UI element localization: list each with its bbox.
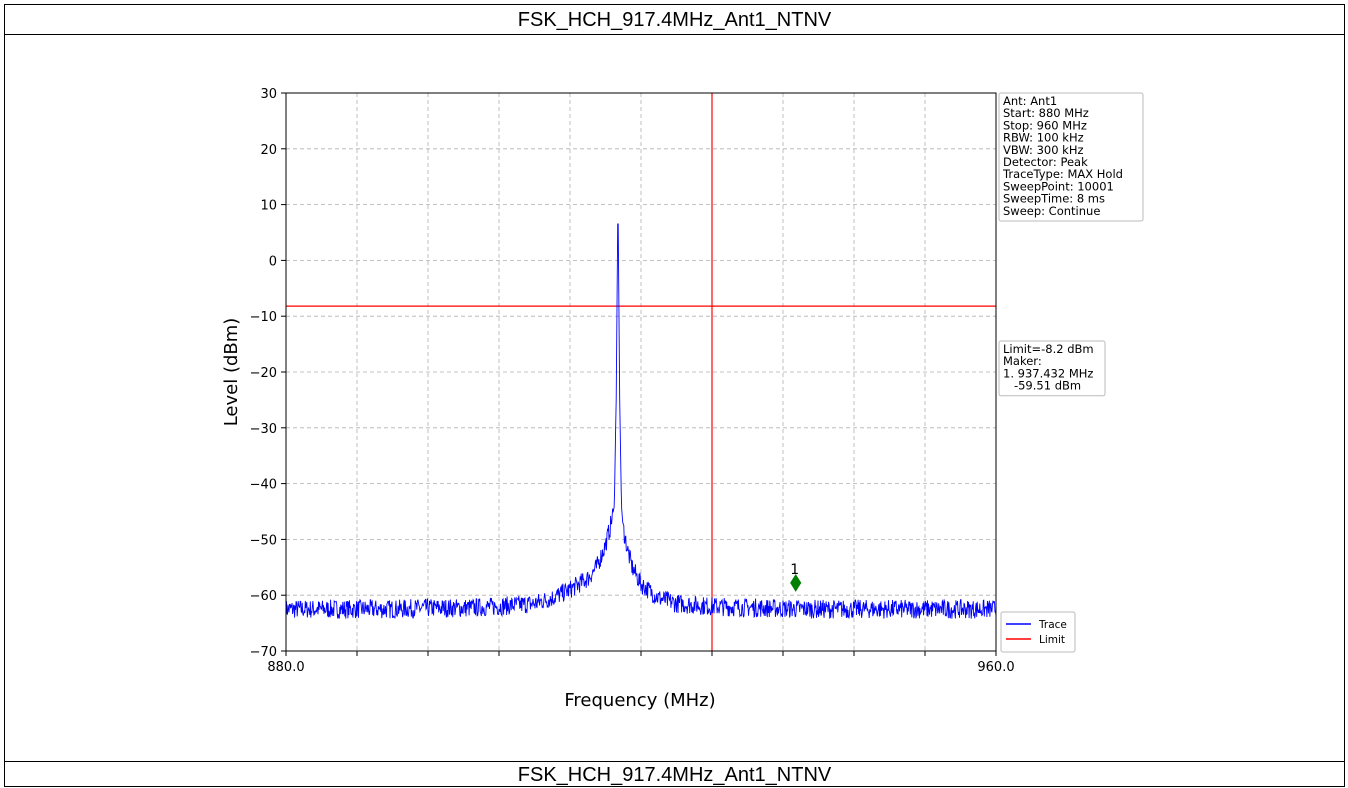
trace-line xyxy=(285,223,997,620)
info-box-line: TraceType: MAX Hold xyxy=(1002,167,1123,181)
y-tick-label: −40 xyxy=(250,478,277,493)
limit-box-line: -59.51 dBm xyxy=(1003,379,1081,393)
y-tick-label: −20 xyxy=(250,366,277,381)
x-tick-label: 960.0 xyxy=(977,660,1014,675)
y-tick-label: 20 xyxy=(260,143,277,158)
y-tick-label: −50 xyxy=(250,533,277,548)
y-tick-label: 10 xyxy=(260,199,277,214)
y-tick-label: −70 xyxy=(250,645,277,660)
limit-layer xyxy=(286,93,996,651)
legend-label-limit: Limit xyxy=(1039,634,1065,646)
x-axis-label: Frequency (MHz) xyxy=(564,690,715,711)
marker-1-label: 1 xyxy=(790,562,799,578)
marker-layer: 1 xyxy=(790,562,802,592)
info-box-line: RBW: 100 kHz xyxy=(1003,131,1084,145)
marker-1 xyxy=(790,573,802,592)
grid-layer xyxy=(286,93,996,651)
info-box-line: Detector: Peak xyxy=(1003,155,1088,169)
y-tick-label: −10 xyxy=(250,310,277,325)
limit-box-line: Maker: xyxy=(1003,354,1042,368)
info-box-line: VBW: 300 kHz xyxy=(1003,143,1084,157)
y-tick-label: −60 xyxy=(250,589,277,604)
info-box-line: SweepPoint: 10001 xyxy=(1003,179,1114,193)
limit-box-line: 1. 937.432 MHz xyxy=(1003,366,1093,380)
y-axis-label: Level (dBm) xyxy=(221,318,242,427)
limit-box xyxy=(998,340,1106,397)
x-tick-label: 880.0 xyxy=(267,660,304,675)
info-box xyxy=(998,92,1144,222)
info-box-line: Ant: Ant1 xyxy=(1003,94,1057,108)
trace-layer xyxy=(285,223,997,620)
info-box-line: Start: 880 MHz xyxy=(1003,106,1089,120)
report-frame: FSK_HCH_917.4MHz_Ant1_NTNV FSK_HCH_917.4… xyxy=(4,4,1345,787)
y-tick-label: −30 xyxy=(250,422,277,437)
legend-label-trace: Trace xyxy=(1038,619,1067,631)
info-box-line: SweepTime: 8 ms xyxy=(1003,192,1105,206)
info-box-line: Sweep: Continue xyxy=(1003,204,1100,218)
info-box-line: Stop: 960 MHz xyxy=(1003,118,1087,132)
y-tick-label: 30 xyxy=(260,87,277,102)
page-title: FSK_HCH_917.4MHz_Ant1_NTNV xyxy=(5,5,1344,35)
legend-box xyxy=(1000,611,1076,653)
y-tick-label: 0 xyxy=(269,254,277,269)
limit-box-line: Limit=-8.2 dBm xyxy=(1003,342,1094,356)
footer-title: FSK_HCH_917.4MHz_Ant1_NTNV xyxy=(5,761,1344,788)
